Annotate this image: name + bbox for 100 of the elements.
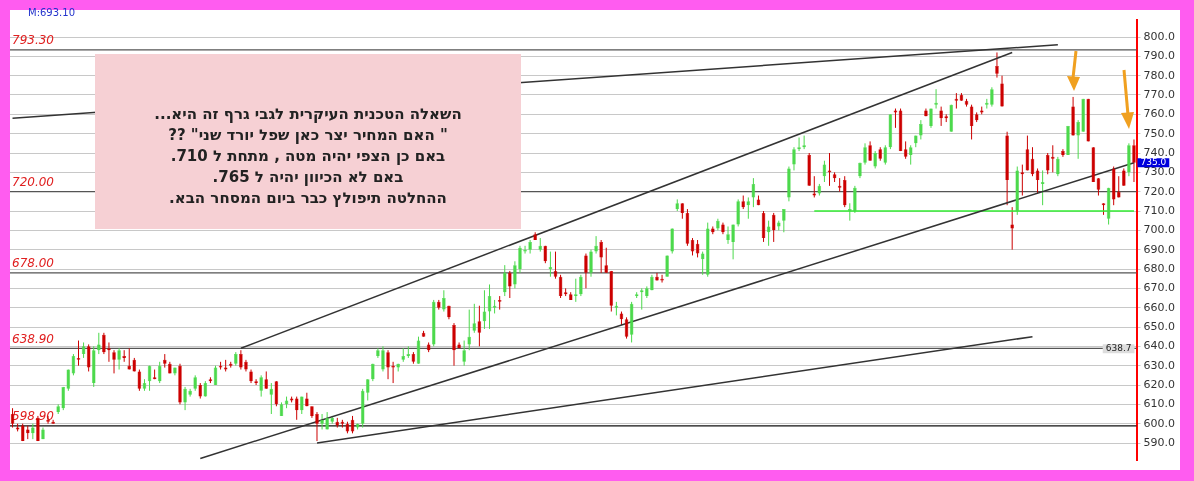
candlestick <box>386 349 390 380</box>
y-tick-label: 610.0 <box>1143 397 1176 411</box>
candlestick <box>863 142 867 166</box>
candlestick <box>487 283 492 330</box>
candlestick <box>995 51 999 79</box>
y-tick-label: 730.0 <box>1143 165 1176 179</box>
candlestick <box>919 119 923 140</box>
y-tick-label: 590.0 <box>1143 435 1176 449</box>
candlestick <box>792 146 796 171</box>
candlestick <box>416 336 421 365</box>
candlestick <box>1035 167 1040 195</box>
candlestick <box>482 289 487 330</box>
candlestick <box>726 225 730 245</box>
candlestick <box>107 341 111 363</box>
ref-line-label: 720.00 <box>12 174 55 189</box>
candlestick <box>766 220 771 247</box>
ref-line-label: 638.90 <box>12 331 55 346</box>
candlestick <box>502 264 507 297</box>
candlestick <box>462 340 466 367</box>
candlestick <box>467 309 472 351</box>
candlestick <box>508 270 512 299</box>
y-tick-label: 620.0 <box>1143 377 1176 391</box>
candlestick <box>477 305 482 347</box>
candlestick <box>147 365 152 392</box>
candlestick <box>259 374 264 398</box>
candlestick <box>1030 146 1035 177</box>
candlestick <box>624 316 629 340</box>
y-tick-label: 710.0 <box>1143 203 1176 217</box>
y-tick-label: 750.0 <box>1143 126 1176 140</box>
candlestick <box>381 345 385 372</box>
ref-line-label: 793.30 <box>12 33 55 48</box>
candlestick <box>157 361 162 384</box>
y-tick-label: 650.0 <box>1143 319 1176 333</box>
y-tick-label: 630.0 <box>1143 358 1176 372</box>
candlestick <box>1025 135 1030 171</box>
candlestick <box>112 349 116 374</box>
candlestick <box>558 274 563 299</box>
candlestick <box>86 343 91 372</box>
candlestick <box>1010 206 1015 251</box>
y-tick-label: 780.0 <box>1143 68 1176 82</box>
y-tick-label: 670.0 <box>1143 281 1176 295</box>
candlestick <box>797 137 801 152</box>
ref-line-label: 678.00 <box>12 255 55 270</box>
candlestick <box>315 411 319 442</box>
candlestick <box>700 251 705 276</box>
annotation: באם לא הכיוון יהיה ל 765. <box>211 167 405 188</box>
candlestick <box>604 247 609 274</box>
candlestick <box>751 177 756 208</box>
ref-line-label: 598.90 <box>12 408 55 423</box>
candlestick <box>736 198 740 227</box>
candlestick <box>239 349 243 371</box>
candlestick <box>670 227 675 255</box>
y-tick-label: 770.0 <box>1143 87 1176 101</box>
y-tick-label: 740.0 <box>1143 145 1176 159</box>
candlestick <box>1076 119 1080 160</box>
candlestick <box>472 303 477 334</box>
y-tick-label: 660.0 <box>1143 300 1176 314</box>
candlestick <box>1045 152 1050 175</box>
candlestick <box>746 196 751 220</box>
candlestick <box>1061 148 1065 158</box>
annotation: באם כן הצפי יהיה מטה , מתחת ל 710. <box>169 146 447 167</box>
y-tick-label: 690.0 <box>1143 242 1176 256</box>
candlestick <box>1132 138 1136 183</box>
candlestick <box>782 208 786 233</box>
candlestick <box>908 144 913 166</box>
candlestick <box>274 380 279 407</box>
candlestick <box>513 260 517 289</box>
candlestick <box>939 106 943 127</box>
y-tick-label: 720.0 <box>1143 184 1176 198</box>
y-tick-label: 760.0 <box>1143 107 1176 121</box>
text: M:693.10 <box>28 7 75 18</box>
annotation: ההחלטה תיפולץ כבר ביום המסחר הבא. <box>168 188 448 209</box>
candlestick <box>137 369 142 392</box>
candlestick <box>10 407 15 429</box>
candlestick <box>553 251 558 280</box>
y-tick-label: 640.0 <box>1143 339 1176 353</box>
candlestick <box>269 382 274 415</box>
candlestick <box>802 135 806 150</box>
candlestick <box>883 144 888 166</box>
y-tick-label: 700.0 <box>1143 223 1176 237</box>
candlestick <box>117 347 121 371</box>
text: 735.0 <box>1140 157 1167 168</box>
y-tick-label: 600.0 <box>1143 416 1176 430</box>
candlestick <box>822 160 827 183</box>
candlestick <box>71 353 76 376</box>
candlestick <box>969 104 974 140</box>
candlestick <box>96 332 101 355</box>
y-tick-label: 680.0 <box>1143 261 1176 275</box>
y-tick-label: 790.0 <box>1143 49 1176 63</box>
candlestick <box>254 378 258 386</box>
candlestick <box>771 212 776 243</box>
candlestick <box>1000 75 1004 108</box>
candlestick <box>990 86 994 108</box>
annotation: השאלה הטכנית העיקרית לגבי גרף זה היא... <box>153 104 463 125</box>
candlestick <box>294 396 299 421</box>
y-tick-label: 800.0 <box>1143 29 1176 43</box>
annotation: " האם המחיר יצר כאן שפל יורד שני" ?? <box>167 125 449 146</box>
annotation: 638.7 <box>1105 343 1132 354</box>
candlestick <box>442 289 446 313</box>
candlestick <box>584 253 588 289</box>
